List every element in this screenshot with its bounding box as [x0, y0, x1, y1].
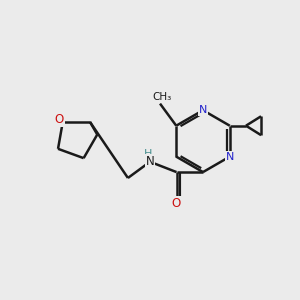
Text: N: N: [199, 105, 207, 115]
Text: H: H: [143, 149, 152, 159]
Text: N: N: [226, 152, 234, 162]
Text: N: N: [146, 155, 154, 168]
Text: O: O: [55, 113, 64, 126]
Text: CH₃: CH₃: [152, 92, 171, 102]
Text: O: O: [172, 197, 181, 210]
